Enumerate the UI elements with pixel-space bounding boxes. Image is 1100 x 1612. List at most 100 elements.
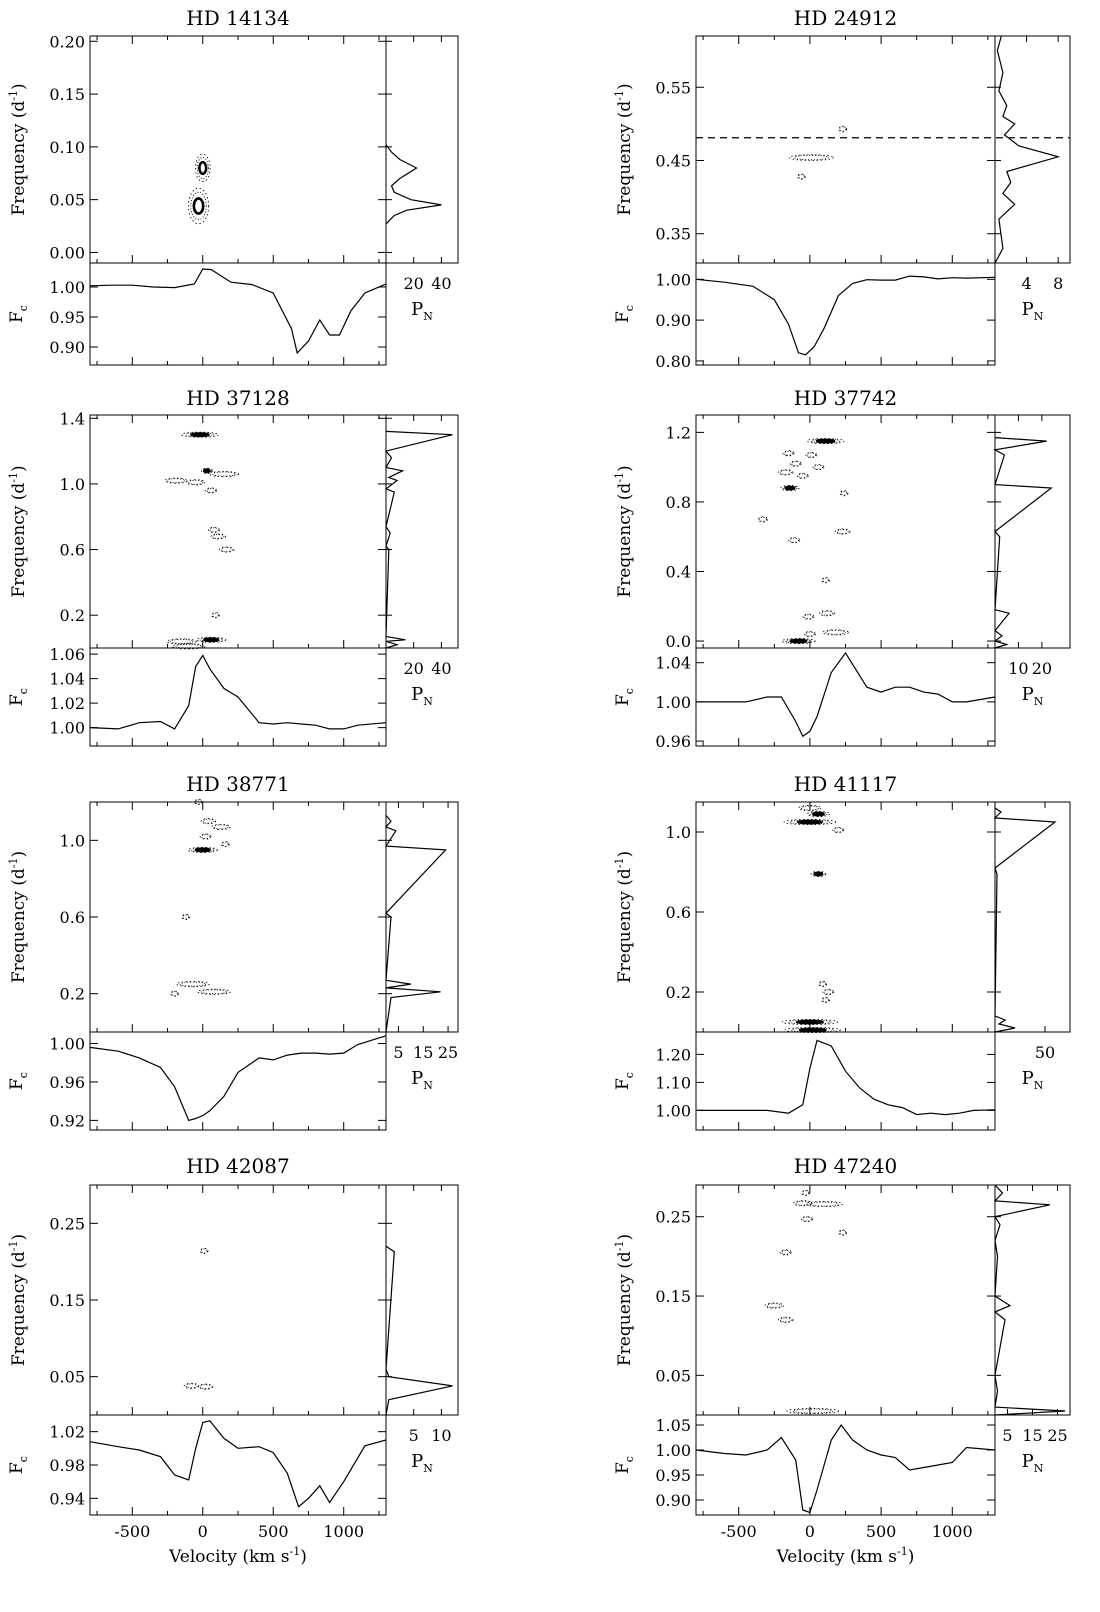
periodogram-curve <box>385 1245 453 1416</box>
contour-outer <box>210 533 226 540</box>
velocity-tick-label: -500 <box>721 1522 757 1541</box>
flux-tick-label: 0.96 <box>49 1073 85 1092</box>
frequency-map-frame <box>695 35 996 264</box>
contour-outer <box>786 1408 840 1415</box>
contour-outer <box>834 528 851 535</box>
flux-tick-label: 0.94 <box>49 1489 85 1508</box>
periodogram-tick-label: 5 <box>409 1426 419 1445</box>
panel-4: HD 38771 0.2 0.6 1.0 Frequency (d-1) 5 15 25 PN 0… <box>7 772 459 1131</box>
periodogram-curve <box>384 815 447 1033</box>
contour-peak <box>789 638 808 644</box>
periodogram-tick-label: 20 <box>404 659 424 678</box>
contour-mid <box>819 981 827 987</box>
contour-outer <box>777 1316 794 1323</box>
flux-axis-label: Fc <box>7 1456 30 1474</box>
frequency-axis-label-sup: -1 <box>613 90 626 101</box>
flux-tick-label: 1.00 <box>49 719 85 738</box>
flux-axis-label: Fc <box>613 688 636 706</box>
panel-title: HD 37128 <box>186 386 289 410</box>
contour-peak <box>784 485 796 491</box>
flux-axis-label-sub: c <box>17 1456 30 1462</box>
contour-outer <box>186 479 206 486</box>
contour-outer <box>801 1216 814 1223</box>
periodogram-frame <box>385 1184 459 1416</box>
contour-outer <box>838 1229 847 1236</box>
flux-tick-label: 1.02 <box>49 694 85 713</box>
contour-mid <box>182 914 190 920</box>
flux-tick-label: 1.06 <box>49 645 85 664</box>
contour-mid <box>200 1248 208 1254</box>
contour-mid <box>809 1201 839 1207</box>
freq-tick-label: 0.2 <box>60 606 85 625</box>
contour-outer <box>821 997 830 1004</box>
contour-outer <box>164 477 188 484</box>
contour-outer <box>779 1249 792 1256</box>
panel-title: HD 42087 <box>186 1154 289 1178</box>
contour-mid <box>212 533 225 539</box>
frequency-axis-label-text: Frequency (d <box>9 868 29 983</box>
periodogram-curve <box>993 807 1057 1033</box>
contour-outer <box>821 577 830 584</box>
contour-outer <box>201 467 213 474</box>
contour-outer <box>810 871 827 878</box>
freq-tick-label: 0.2 <box>60 985 85 1004</box>
contour-outer <box>806 438 845 445</box>
contour-peak <box>203 468 211 474</box>
flux-axis-label-sub: c <box>17 688 30 694</box>
contour-peak <box>795 1019 825 1025</box>
flux-tick-label: 1.10 <box>655 1073 691 1092</box>
contour-peak <box>190 432 210 438</box>
freq-tick-label: 0.05 <box>49 1368 85 1387</box>
frequency-axis-label: Frequency (d-1) <box>7 83 29 215</box>
flux-tick-label: 0.80 <box>655 352 691 371</box>
contour-mid <box>779 1317 792 1323</box>
velocity-axis-label-sup: -1 <box>897 1545 908 1558</box>
contour-mid <box>175 643 202 649</box>
periodogram-axis-label-sub: N <box>423 1079 433 1092</box>
flux-tick-label: 0.90 <box>655 311 691 330</box>
contour-outer <box>793 1200 813 1207</box>
contour-outer <box>805 451 818 458</box>
contour-outer <box>205 487 218 494</box>
flux-axis-label: Fc <box>7 688 30 706</box>
contour-mid <box>169 638 194 644</box>
periodogram-axis-label: PN <box>411 684 433 708</box>
contour-outer <box>780 485 800 492</box>
freq-tick-label: 0.25 <box>49 1214 85 1233</box>
contour-mid <box>758 516 767 522</box>
contour-outer <box>783 819 837 826</box>
profile-frame <box>695 647 996 747</box>
frequency-map-frame <box>89 1184 387 1416</box>
mean-profile-curve <box>89 1035 387 1122</box>
periodogram-axis-label-text: P <box>411 684 423 705</box>
periodogram-axis-label-sub: N <box>423 695 433 708</box>
contour-mid <box>179 981 207 987</box>
flux-tick-label: 0.96 <box>655 732 691 751</box>
velocity-tick-label: 1000 <box>932 1522 973 1541</box>
contour-peak <box>194 847 211 853</box>
periodogram-tick-label: 25 <box>1047 1426 1067 1445</box>
contour-mid <box>813 464 824 470</box>
frequency-axis-label-text: Frequency (d <box>615 101 635 216</box>
frequency-map-frame <box>89 414 387 649</box>
frequency-axis-label: Frequency (d-1) <box>613 851 635 983</box>
contour-mid <box>789 537 799 543</box>
panel-2: HD 37128 0.2 0.6 1.0 1.4 Frequency (d-1) 20 40 P… <box>7 386 459 747</box>
periodogram-tick-label: 20 <box>404 274 424 293</box>
contour-outer <box>171 643 206 650</box>
contour-outer <box>818 981 828 988</box>
flux-tick-label: 0.92 <box>49 1111 85 1130</box>
contour-outer <box>208 526 220 533</box>
freq-tick-label: 0.6 <box>60 541 85 560</box>
frequency-map-frame <box>695 414 996 649</box>
velocity-tick-label: 0 <box>805 1522 815 1541</box>
panel-0: HD 14134 0.00 0.05 0.10 0.15 0.20 Frequency (d… <box>7 6 459 366</box>
contour-outer <box>181 914 191 921</box>
profile-frame <box>89 1031 387 1131</box>
periodogram-tick-label: 20 <box>1032 659 1052 678</box>
contour-mid <box>171 991 179 997</box>
contour-mid <box>185 1383 198 1389</box>
contour-outer <box>194 799 203 806</box>
contour-mid <box>793 154 829 161</box>
